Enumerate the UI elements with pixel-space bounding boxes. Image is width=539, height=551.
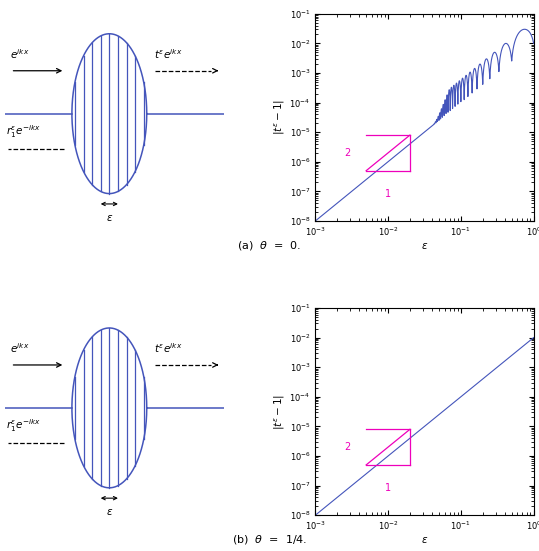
Y-axis label: $|t^\varepsilon - 1|$: $|t^\varepsilon - 1|$ bbox=[272, 99, 287, 136]
Text: $t^\varepsilon e^{ikx}$: $t^\varepsilon e^{ikx}$ bbox=[154, 342, 182, 355]
Text: 1: 1 bbox=[385, 483, 391, 493]
Text: 2: 2 bbox=[344, 148, 350, 158]
Text: (b)  $\theta$  =  1/4.: (b) $\theta$ = 1/4. bbox=[232, 533, 307, 546]
Text: $r_1^\varepsilon e^{-ikx}$: $r_1^\varepsilon e^{-ikx}$ bbox=[6, 123, 41, 139]
Text: 1: 1 bbox=[385, 188, 391, 198]
Text: $e^{ikx}$: $e^{ikx}$ bbox=[10, 342, 29, 355]
Text: $t^\varepsilon e^{ikx}$: $t^\varepsilon e^{ikx}$ bbox=[154, 47, 182, 61]
Text: $e^{ikx}$: $e^{ikx}$ bbox=[10, 47, 29, 61]
Text: $r_1^\varepsilon e^{-ikx}$: $r_1^\varepsilon e^{-ikx}$ bbox=[6, 417, 41, 434]
Text: (a)  $\theta$  =  0.: (a) $\theta$ = 0. bbox=[237, 239, 302, 252]
X-axis label: $\varepsilon$: $\varepsilon$ bbox=[421, 535, 428, 545]
Text: $\epsilon$: $\epsilon$ bbox=[106, 213, 113, 223]
Y-axis label: $|t^\varepsilon - 1|$: $|t^\varepsilon - 1|$ bbox=[272, 393, 287, 430]
X-axis label: $\varepsilon$: $\varepsilon$ bbox=[421, 241, 428, 251]
Text: $\epsilon$: $\epsilon$ bbox=[106, 507, 113, 517]
Text: 2: 2 bbox=[344, 442, 350, 452]
